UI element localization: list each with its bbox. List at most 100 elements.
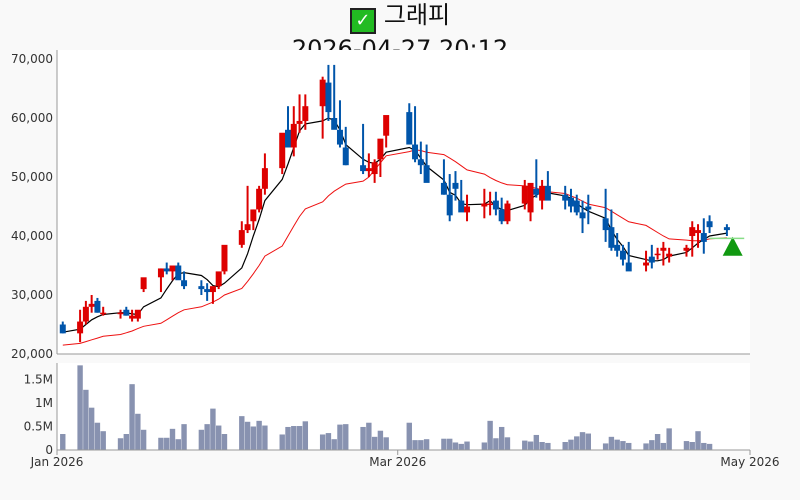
date-axis: Jan 2026 Mar 2026 May 2026 [30,450,780,469]
candle [602,188,609,242]
volume-bar [383,437,389,450]
candle [660,241,667,266]
candle [695,224,702,248]
candle [492,191,499,216]
candle [290,106,297,157]
volume-bar [574,436,580,450]
volume-bar [568,439,574,450]
volume-bar [452,442,459,450]
volume-bar [418,440,424,450]
candle [134,309,141,322]
volume-bar [285,426,291,450]
candle [325,64,332,121]
candle [689,221,696,257]
candle [296,94,303,133]
volume-bar [412,440,418,450]
volume-bar [504,437,511,450]
candle [683,244,690,257]
volume-bar [522,440,528,450]
volume-bar [614,439,620,450]
volume-bar [94,422,101,450]
volume-bar [175,439,181,450]
volume-bar [129,384,135,450]
volume-bar [337,424,343,450]
volume-bar [279,434,285,450]
candle [666,247,673,263]
candle [706,215,713,234]
candle [504,200,511,225]
price-tick-label: 70,000 [11,52,53,66]
candle [261,153,268,195]
candle [360,123,367,175]
volume-bar [221,434,228,450]
volume-bar [123,434,129,450]
candle [157,268,164,293]
volume-tick-label: 0 [45,443,53,457]
volume-bar [545,442,551,450]
volume-bar [360,426,366,450]
volume-bar [602,443,609,450]
date-tick-label: Mar 2026 [369,455,426,469]
candle [204,283,211,301]
candle [342,126,349,166]
candle [527,182,534,222]
price-axis: 20,000 30,000 40,000 50,000 60,000 70,000 [11,52,53,361]
volume-bar [539,442,545,450]
price-plot-area [57,50,750,354]
volume-tick-label: 1.5M [24,372,53,386]
volume-bar [250,426,257,450]
candle [371,159,378,183]
volume-bar [164,437,170,450]
volume-bar [140,429,147,450]
candle [285,106,291,148]
candle [238,221,245,248]
volume-bar [262,425,268,450]
volume-bar [169,428,176,450]
candle [539,179,546,210]
volume-bar [302,421,309,450]
volume-tick-label: 0.5M [24,419,53,433]
candle [94,297,101,313]
volume-bar [654,434,661,450]
volume-bar [371,436,378,450]
volume-bar [464,441,470,450]
volume-bar [325,433,332,450]
candle [417,141,424,175]
volume-bar [296,426,303,450]
volume-bar [706,443,713,450]
candle [464,194,471,222]
volume-bar [660,442,667,450]
candle [579,200,586,234]
volume-bar [158,437,164,450]
ma-long-line [62,149,727,346]
volume-bar [256,420,262,450]
volume-bar [585,433,591,450]
candle [643,250,650,272]
volume-bar [204,424,210,450]
volume-bar [181,424,187,450]
candle [498,197,505,225]
candle [365,153,372,177]
volume-bar [239,416,245,450]
candle [562,185,569,210]
volume-bars [60,365,713,450]
volume-bar [498,426,505,450]
volume-plot-area [57,363,750,450]
candle [302,94,309,130]
volume-bar [527,441,534,450]
date-tick-label: May 2026 [720,455,779,469]
volume-bar [620,441,626,450]
volume-bar [100,431,106,450]
volume-bar [198,429,205,450]
volume-bar [487,420,493,450]
volume-bar [626,442,632,450]
volume-tick-label: 1M [35,396,53,410]
candle [585,194,592,225]
candle [608,209,615,251]
volume-bar [481,442,488,450]
candle [169,265,176,281]
volume-bar [331,439,337,450]
buy-signal-triangle-icon [722,236,743,256]
candle [77,309,84,343]
